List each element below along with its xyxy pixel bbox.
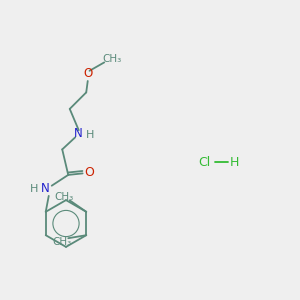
Text: O: O xyxy=(84,67,93,80)
Text: Cl: Cl xyxy=(198,155,210,169)
Text: CH₃: CH₃ xyxy=(102,54,122,64)
Text: H: H xyxy=(30,184,38,194)
Text: N: N xyxy=(74,127,82,140)
Text: O: O xyxy=(84,166,94,179)
Text: H: H xyxy=(86,130,94,140)
Text: CH₃: CH₃ xyxy=(55,192,74,202)
Text: H: H xyxy=(229,155,239,169)
Text: N: N xyxy=(41,182,50,195)
Text: CH₃: CH₃ xyxy=(52,237,72,247)
